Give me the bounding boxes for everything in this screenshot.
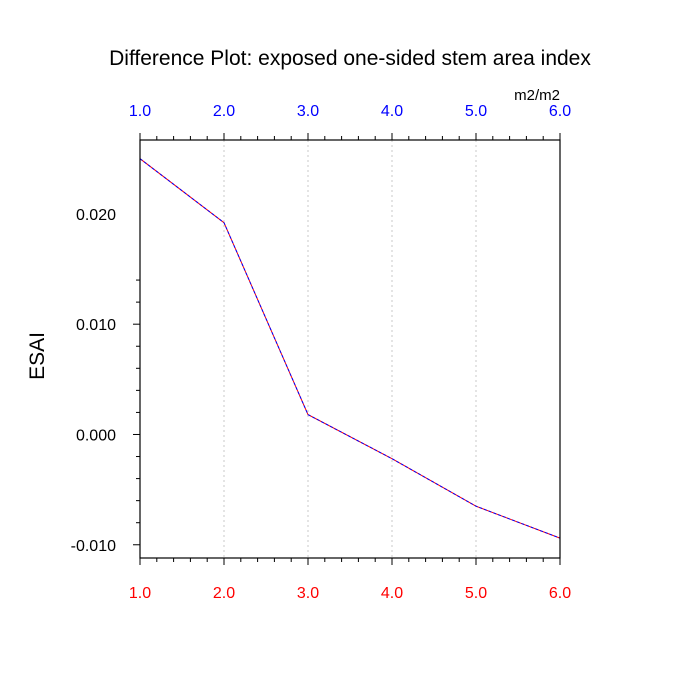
x-tick-label-bottom: 4.0 (381, 585, 403, 602)
units-label: m2/m2 (514, 87, 560, 104)
x-tick-label-bottom: 3.0 (297, 585, 319, 602)
x-tick-label-top: 5.0 (465, 103, 487, 120)
series-line (139, 158, 561, 539)
x-tick-label-top: 4.0 (381, 103, 403, 120)
x-tick-label-bottom: 5.0 (465, 585, 487, 602)
y-tick-label: 0.000 (76, 427, 116, 444)
series-layer (139, 158, 561, 539)
y-tick-label: 0.010 (76, 317, 116, 334)
y-tick-label: -0.010 (71, 538, 116, 555)
chart-title: Difference Plot: exposed one-sided stem … (109, 47, 591, 70)
x-tick-label-top: 6.0 (549, 103, 571, 120)
grid-lines (223, 140, 477, 558)
y-axis-label: ESAI (26, 332, 49, 380)
x-tick-label-bottom: 6.0 (549, 585, 571, 602)
x-tick-label-top: 1.0 (129, 103, 151, 120)
y-tick-label: 0.020 (76, 207, 116, 224)
x-tick-label-bottom: 1.0 (129, 585, 151, 602)
x-tick-label-top: 2.0 (213, 103, 235, 120)
series-line-overlay (139, 158, 561, 539)
axis-ticks (133, 133, 561, 565)
plot-frame (139, 139, 561, 559)
x-tick-label-bottom: 2.0 (213, 585, 235, 602)
x-tick-label-top: 3.0 (297, 103, 319, 120)
tick-labels: 1.0 1.0 2.0 2.0 3.0 3.0 4.0 4.0 5.0 5.0 6.0 6.0 0.02… (71, 103, 572, 602)
